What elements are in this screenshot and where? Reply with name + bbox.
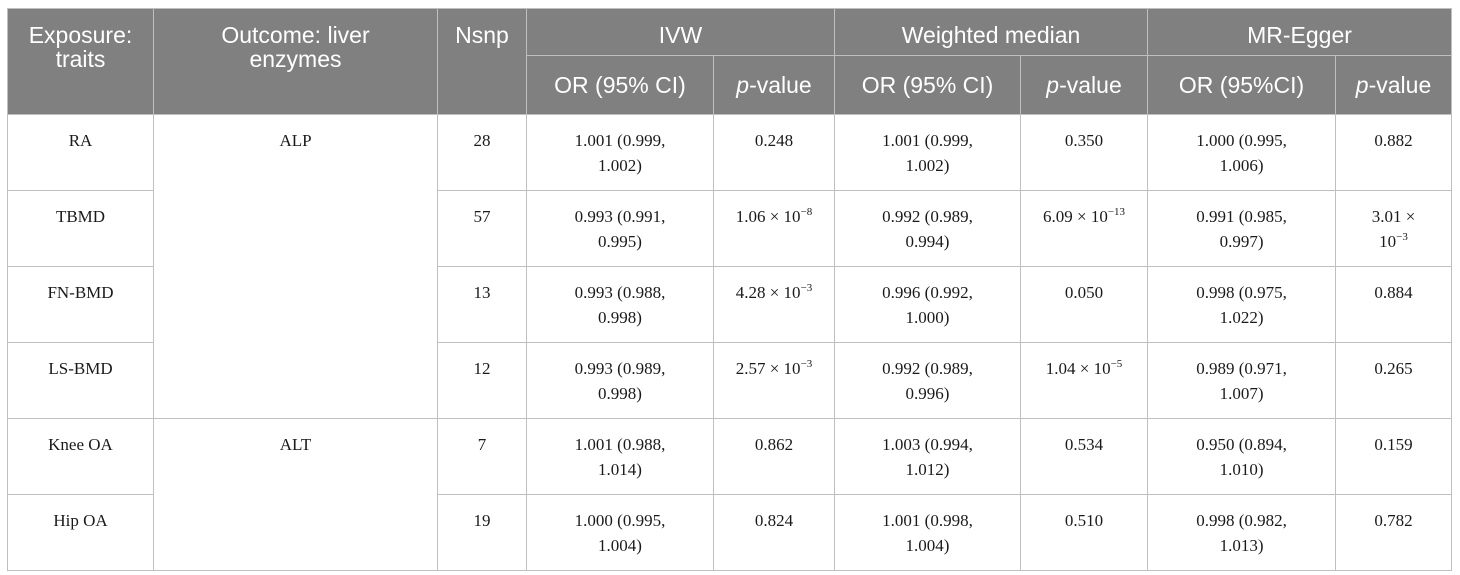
cell-wm-p: 0.050	[1020, 266, 1149, 343]
cell-ivw-or: 1.001 (0.988, 1.014)	[526, 418, 714, 495]
cell-egger-p: 0.265	[1335, 342, 1453, 419]
table-row: Knee OA ALT 7 1.001 (0.988, 1.014) 0.862 …	[7, 418, 1453, 571]
cell-nsnp: 19	[437, 494, 527, 571]
table-row: Hip OA 19 1.000 (0.995, 1.004) 0.824 1.00…	[7, 494, 1453, 571]
cell-wm-or: 0.992 (0.989, 0.996)	[834, 342, 1022, 419]
cell-outcome: ALP	[153, 114, 438, 419]
cell-ivw-p: 4.28 × 10−3	[712, 266, 836, 343]
cell-nsnp: 12	[437, 342, 527, 419]
cell-wm-or: 1.003 (0.994, 1.012)	[834, 418, 1022, 495]
cell-egger-or: 1.000 (0.995, 1.006)	[1147, 114, 1337, 191]
header-exposure: Exposure: traits	[7, 8, 154, 115]
subheader-ivw-p: p-value	[712, 55, 836, 115]
header-outcome: Outcome: liver enzymes	[153, 8, 438, 115]
cell-egger-p: 0.782	[1335, 494, 1453, 571]
header-nsnp: Nsnp	[437, 8, 527, 115]
cell-egger-p: 0.882	[1335, 114, 1453, 191]
subheader-wm-p: p-value	[1020, 55, 1149, 115]
cell-ivw-or: 0.993 (0.991, 0.995)	[526, 190, 714, 267]
cell-ivw-p: 0.862	[712, 418, 836, 495]
header-ivw: IVW	[525, 8, 836, 56]
subheader-ivw-or: OR (95% CI)	[526, 55, 714, 115]
cell-ivw-p: 1.06 × 10−8	[712, 190, 836, 267]
table-row: RA ALP 28 1.001 (0.999, 1.002) 0.248 1.00…	[7, 114, 1453, 419]
cell-wm-or: 0.992 (0.989, 0.994)	[834, 190, 1022, 267]
cell-ivw-p: 0.824	[712, 494, 836, 571]
cell-egger-p: 0.159	[1335, 418, 1453, 495]
cell-wm-p: 1.04 × 10−5	[1020, 342, 1149, 419]
cell-nsnp: 13	[437, 266, 527, 343]
cell-exposure: FN-BMD	[7, 266, 154, 343]
results-table: Exposure: traits Outcome: liver enzymes …	[7, 8, 1453, 571]
cell-wm-p: 0.350	[1020, 114, 1149, 191]
cell-egger-or: 0.950 (0.894, 1.010)	[1147, 418, 1337, 495]
cell-ivw-p: 2.57 × 10−3	[712, 342, 836, 419]
table-row: TBMD 57 0.993 (0.991, 0.995) 1.06 × 10−8 …	[7, 190, 1453, 267]
cell-exposure: Knee OA	[7, 418, 154, 495]
cell-ivw-p: 0.248	[712, 114, 836, 191]
cell-wm-or: 1.001 (0.998, 1.004)	[834, 494, 1022, 571]
header-mr-egger: MR-Egger	[1147, 8, 1453, 56]
cell-egger-p: 3.01 × 10−3	[1335, 190, 1453, 267]
cell-exposure: RA	[7, 114, 154, 191]
cell-exposure: Hip OA	[7, 494, 154, 571]
cell-wm-or: 0.996 (0.992, 1.000)	[834, 266, 1022, 343]
table-row: FN-BMD 13 0.993 (0.988, 0.998) 4.28 × 10−…	[7, 266, 1453, 343]
cell-ivw-or: 1.001 (0.999, 1.002)	[526, 114, 714, 191]
cell-wm-p: 6.09 × 10−13	[1020, 190, 1149, 267]
cell-outcome: ALT	[153, 418, 438, 571]
cell-exposure: TBMD	[7, 190, 154, 267]
cell-egger-p: 0.884	[1335, 266, 1453, 343]
subheader-egger-p: p-value	[1335, 55, 1453, 115]
subheader-wm-or: OR (95% CI)	[834, 55, 1022, 115]
cell-egger-or: 0.989 (0.971, 1.007)	[1147, 342, 1337, 419]
cell-exposure: LS-BMD	[7, 342, 154, 419]
table-row: LS-BMD 12 0.993 (0.989, 0.998) 2.57 × 10−…	[7, 342, 1453, 419]
cell-ivw-or: 0.993 (0.988, 0.998)	[526, 266, 714, 343]
cell-egger-or: 0.998 (0.975, 1.022)	[1147, 266, 1337, 343]
cell-nsnp: 7	[437, 418, 527, 495]
header-weighted-median: Weighted median	[834, 8, 1149, 56]
cell-wm-or: 1.001 (0.999, 1.002)	[834, 114, 1022, 191]
cell-ivw-or: 1.000 (0.995, 1.004)	[526, 494, 714, 571]
subheader-egger-or: OR (95%CI)	[1147, 55, 1337, 115]
cell-nsnp: 28	[437, 114, 527, 191]
cell-nsnp: 57	[437, 190, 527, 267]
cell-egger-or: 0.991 (0.985, 0.997)	[1147, 190, 1337, 267]
cell-wm-p: 0.534	[1020, 418, 1149, 495]
cell-ivw-or: 0.993 (0.989, 0.998)	[526, 342, 714, 419]
cell-wm-p: 0.510	[1020, 494, 1149, 571]
cell-egger-or: 0.998 (0.982, 1.013)	[1147, 494, 1337, 571]
